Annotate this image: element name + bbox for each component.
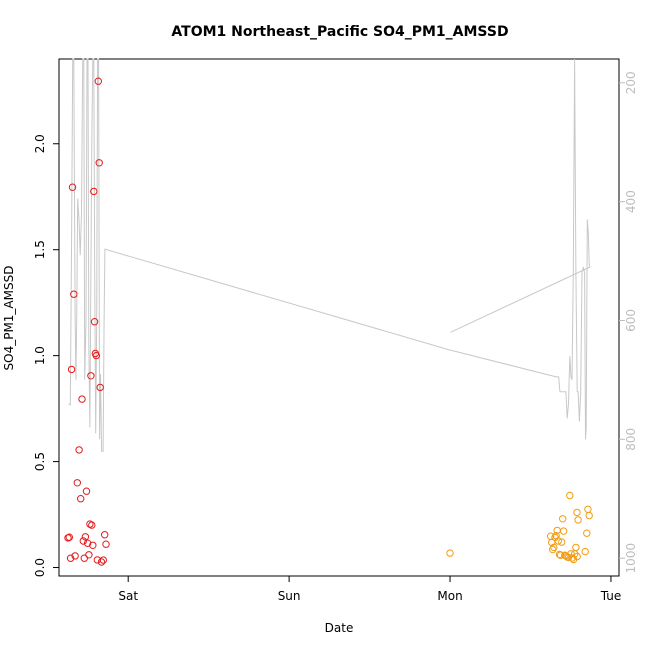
data-point-series-1 — [68, 183, 77, 191]
data-point-series-1 — [88, 521, 96, 529]
y-tick-label: 1.5 — [33, 240, 47, 259]
chart-title: ATOM1 Northeast_Pacific SO4_PM1_AMSSD — [171, 24, 508, 40]
y-tick-label: 1.0 — [33, 346, 47, 365]
x-axis-label: Date — [325, 621, 354, 635]
data-point-series-2 — [572, 543, 580, 552]
data-point-series-1 — [85, 551, 93, 559]
data-point-series-1 — [90, 187, 98, 196]
data-point-series-1 — [65, 533, 74, 541]
data-point-series-2 — [559, 515, 567, 523]
x-tick-label: Sun — [278, 589, 301, 603]
y-axis-label: SO4_PM1_AMSSD — [2, 266, 16, 371]
y-axis-left: 0.0 0.5 1.0 1.5 2.0 — [33, 134, 59, 577]
line-segment — [450, 266, 591, 333]
data-point-series-1 — [101, 531, 109, 539]
data-point-series-2 — [573, 508, 581, 517]
data-point-series-1 — [81, 533, 90, 541]
data-point-series-1 — [82, 487, 91, 495]
y-tick-label: 0.5 — [33, 452, 47, 471]
data-point-series-1 — [66, 554, 75, 562]
data-point-series-1 — [94, 77, 103, 85]
data-point-series-1 — [77, 495, 85, 503]
data-point-series-2 — [558, 538, 566, 546]
data-point-series-1 — [87, 372, 95, 380]
y2-tick-label: 600 — [624, 309, 638, 332]
data-point-series-2 — [581, 547, 589, 556]
y2-tick-label: 800 — [624, 428, 638, 451]
y-axis-right: 200 400 600 800 1000 — [619, 71, 638, 573]
data-point-series-1 — [96, 383, 104, 392]
x-axis: Sat Sun Mon Tue — [118, 576, 621, 603]
data-point-series-2 — [574, 516, 582, 524]
right-axis-line — [68, 58, 591, 452]
y2-tick-label: 200 — [624, 71, 638, 94]
data-point-series-2 — [446, 549, 454, 557]
y-tick-label: 0.0 — [33, 558, 47, 577]
x-tick-label: Sat — [118, 589, 138, 603]
data-point-series-2 — [556, 551, 565, 559]
y-tick-label: 2.0 — [33, 134, 47, 153]
data-point-series-1 — [89, 541, 97, 549]
data-point-series-1 — [70, 290, 78, 298]
data-point-series-2 — [559, 527, 568, 535]
data-point-series-2 — [583, 529, 591, 537]
y2-tick-label: 1000 — [624, 543, 638, 574]
data-point-series-2 — [554, 537, 562, 545]
data-point-series-1 — [67, 365, 76, 374]
data-point-series-2 — [548, 538, 556, 547]
data-point-series-2 — [550, 543, 558, 552]
data-point-series-1 — [95, 159, 103, 167]
data-point-series-1 — [78, 395, 86, 403]
plot-frame — [58, 58, 620, 577]
x-tick-label: Mon — [437, 589, 462, 603]
data-point-series-2 — [573, 552, 581, 561]
data-point-series-2 — [585, 511, 593, 520]
data-point-series-1 — [73, 479, 82, 487]
points — [64, 77, 593, 566]
data-point-series-1 — [90, 318, 99, 326]
data-point-series-1 — [99, 556, 108, 564]
line-series — [68, 58, 591, 452]
x-tick-label: Tue — [600, 589, 622, 603]
y2-tick-label: 400 — [624, 190, 638, 213]
data-point-series-1 — [102, 540, 110, 548]
data-point-series-1 — [71, 552, 79, 560]
data-point-series-1 — [75, 446, 83, 454]
data-point-series-2 — [568, 554, 576, 562]
data-point-series-2 — [566, 491, 574, 500]
data-point-series-1 — [97, 558, 106, 566]
data-point-series-1 — [79, 537, 88, 545]
data-point-series-1 — [92, 351, 101, 360]
